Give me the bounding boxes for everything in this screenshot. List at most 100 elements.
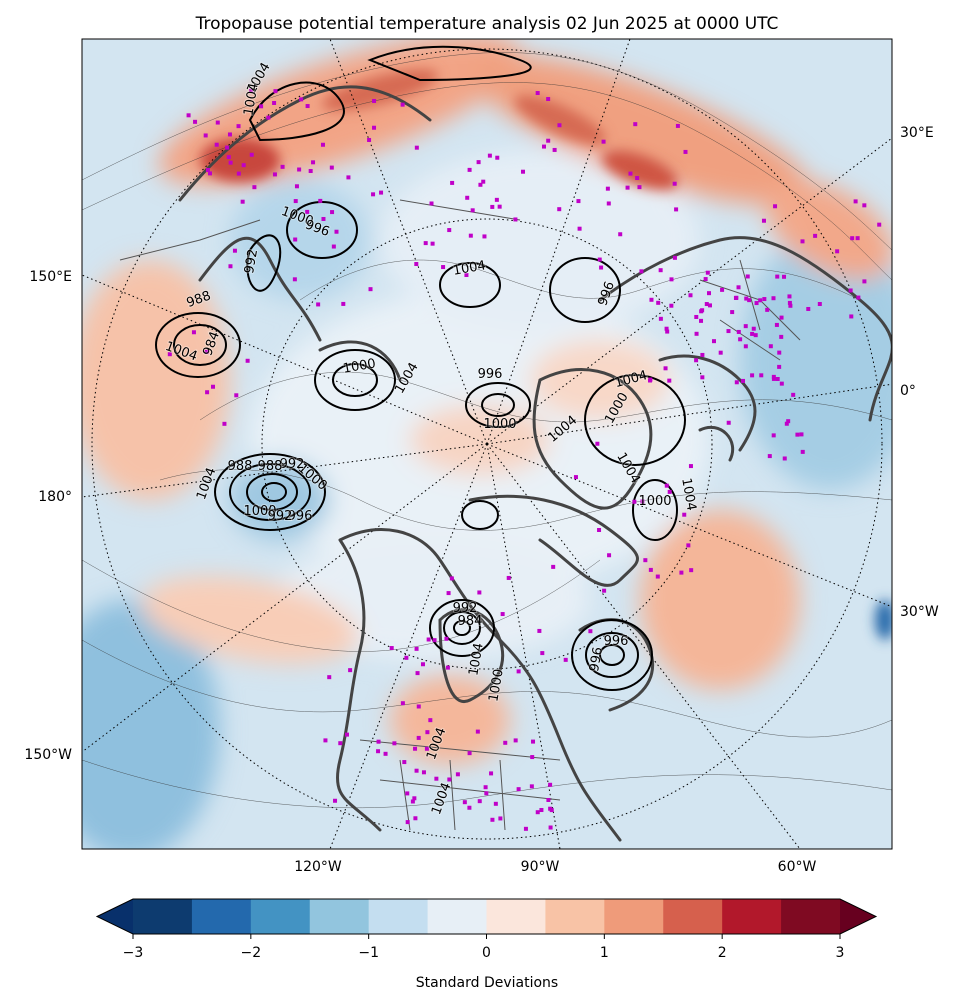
station-marker bbox=[694, 314, 699, 319]
station-marker bbox=[548, 806, 553, 811]
station-marker bbox=[227, 132, 232, 137]
anomaly-region-warm bbox=[530, 340, 670, 420]
station-marker bbox=[774, 322, 779, 327]
station-marker bbox=[665, 329, 670, 334]
station-marker bbox=[531, 739, 536, 744]
colorbar-label: Standard Deviations bbox=[416, 975, 558, 991]
station-marker bbox=[699, 309, 704, 314]
station-marker bbox=[655, 574, 660, 579]
station-marker bbox=[413, 816, 418, 821]
station-marker bbox=[777, 350, 782, 355]
station-marker bbox=[414, 262, 419, 267]
colorbar-bin bbox=[250, 899, 311, 934]
station-marker bbox=[462, 800, 467, 805]
station-marker bbox=[779, 334, 784, 339]
station-marker bbox=[530, 755, 535, 760]
theta-contour bbox=[82, 559, 601, 652]
colorbar-bin bbox=[368, 899, 429, 934]
latitude-circle bbox=[91, 48, 883, 840]
station-marker bbox=[204, 349, 209, 354]
station-marker bbox=[557, 123, 562, 128]
meridian-line bbox=[82, 443, 488, 753]
station-marker bbox=[447, 228, 452, 233]
station-marker bbox=[856, 295, 861, 300]
pressure-contour bbox=[599, 644, 625, 666]
anomaly-region-strong bbox=[200, 138, 280, 182]
station-marker bbox=[481, 179, 486, 184]
station-marker bbox=[467, 751, 472, 756]
pressure-contour bbox=[173, 324, 227, 366]
station-marker bbox=[424, 746, 429, 751]
station-marker bbox=[311, 160, 316, 165]
pressure-contour bbox=[367, 45, 532, 82]
station-marker bbox=[563, 657, 568, 662]
station-marker bbox=[669, 303, 674, 308]
station-marker bbox=[743, 344, 748, 349]
station-marker bbox=[535, 810, 540, 815]
lon-label-left: 180° bbox=[38, 489, 72, 505]
station-marker bbox=[730, 310, 735, 315]
station-marker bbox=[321, 216, 326, 221]
colorbar-tick-label: −3 bbox=[123, 945, 144, 961]
meridian-line bbox=[486, 137, 892, 445]
station-marker bbox=[779, 381, 784, 386]
meridian-line bbox=[329, 443, 488, 849]
station-marker bbox=[787, 294, 792, 299]
station-marker bbox=[637, 185, 642, 190]
station-marker bbox=[605, 186, 610, 191]
station-marker bbox=[498, 816, 503, 821]
station-marker bbox=[800, 449, 805, 454]
station-marker bbox=[635, 175, 640, 180]
pressure-contour bbox=[314, 349, 396, 411]
station-marker bbox=[410, 799, 415, 804]
station-marker bbox=[775, 377, 780, 382]
station-marker bbox=[639, 269, 644, 274]
station-marker bbox=[236, 171, 241, 176]
station-marker bbox=[468, 233, 473, 238]
anomaly-region-warm bbox=[640, 510, 800, 690]
station-marker bbox=[720, 287, 725, 292]
station-marker bbox=[367, 137, 372, 142]
theta-contours bbox=[82, 52, 892, 809]
colorbar-bin bbox=[309, 899, 370, 934]
station-marker bbox=[489, 771, 494, 776]
station-marker bbox=[877, 222, 882, 227]
station-marker bbox=[372, 125, 377, 130]
pressure-contour bbox=[332, 363, 378, 397]
station-marker bbox=[341, 301, 346, 306]
anomaly-region-warm bbox=[410, 405, 550, 475]
colorbar-bin bbox=[427, 899, 487, 934]
station-marker bbox=[813, 233, 818, 238]
station-marker bbox=[734, 295, 739, 300]
theta-contour bbox=[199, 371, 892, 423]
chart-title: Tropopause potential temperature analysi… bbox=[195, 14, 779, 34]
station-marker bbox=[546, 138, 551, 143]
pressure-contour bbox=[571, 619, 653, 691]
station-marker bbox=[795, 432, 800, 437]
station-marker bbox=[736, 329, 741, 334]
station-marker bbox=[500, 612, 505, 617]
station-marker bbox=[791, 392, 796, 397]
station-marker bbox=[800, 239, 805, 244]
pressure-contour bbox=[481, 393, 515, 417]
station-marker bbox=[747, 298, 752, 303]
station-marker bbox=[529, 784, 534, 789]
station-marker bbox=[597, 257, 602, 262]
station-marker bbox=[625, 185, 630, 190]
station-marker bbox=[743, 324, 748, 329]
coastline-europe bbox=[658, 354, 757, 462]
pressure-contour bbox=[632, 479, 678, 541]
station-marker bbox=[640, 499, 645, 504]
station-marker bbox=[782, 456, 787, 461]
station-marker bbox=[404, 655, 409, 660]
anomaly-region-warm bbox=[82, 260, 230, 500]
pressure-contour-label: 1000 bbox=[243, 504, 276, 519]
meridian-line bbox=[82, 274, 488, 445]
station-marker bbox=[482, 234, 487, 239]
station-marker bbox=[761, 218, 766, 223]
map-frame bbox=[81, 38, 893, 850]
anomaly-field bbox=[82, 39, 892, 849]
border-line bbox=[359, 739, 561, 831]
colorbar-tick-label: 1 bbox=[600, 945, 609, 961]
station-marker bbox=[750, 373, 755, 378]
